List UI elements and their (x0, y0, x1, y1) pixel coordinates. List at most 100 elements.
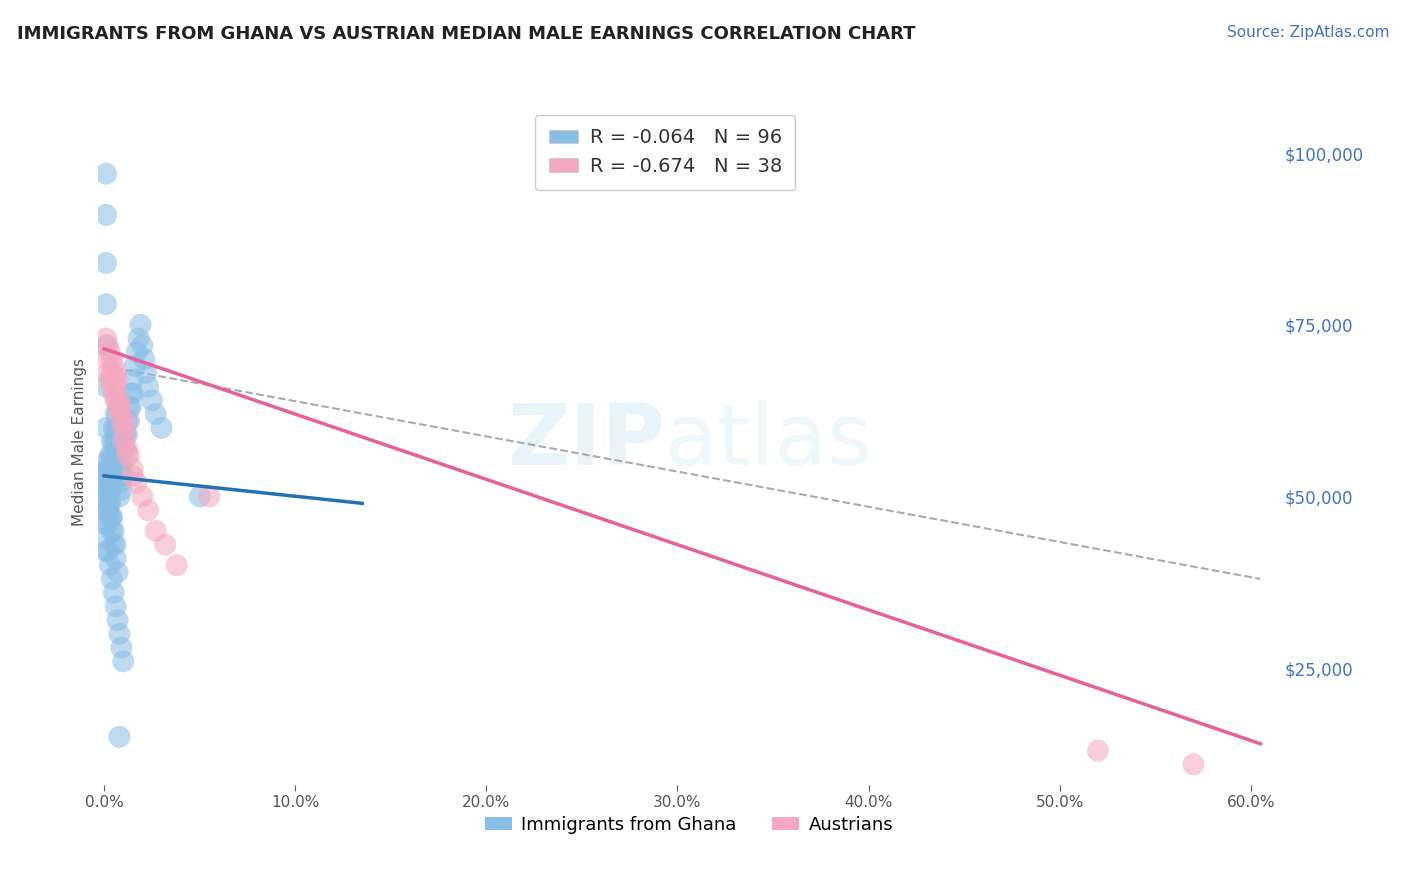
Point (97, 366, 120, 380)
Point (98, 345, 121, 359)
Point (128, 331, 150, 345)
Point (155, 537, 177, 551)
Point (110, 640, 132, 655)
Point (107, 373, 129, 387)
Point (101, 366, 124, 380)
Point (120, 400, 142, 414)
Point (97, 338, 120, 352)
Point (121, 373, 143, 387)
Point (104, 379, 127, 393)
Point (98, 448, 121, 462)
Point (101, 379, 124, 393)
Point (104, 551, 127, 566)
Point (125, 475, 148, 490)
Point (115, 427, 138, 442)
Point (1087, 744, 1109, 758)
Point (115, 442, 138, 456)
Point (108, 407, 131, 421)
Point (98, 496, 121, 510)
Point (103, 524, 125, 538)
Point (134, 352, 156, 367)
Point (101, 448, 124, 462)
Point (115, 448, 138, 462)
Point (135, 366, 157, 380)
Point (112, 654, 135, 668)
Point (121, 469, 143, 483)
Point (136, 503, 159, 517)
Point (98, 558, 121, 573)
Point (98, 510, 121, 524)
Point (110, 400, 132, 414)
Point (98, 483, 121, 497)
Point (112, 455, 135, 469)
Point (108, 393, 131, 408)
Point (108, 627, 131, 641)
Point (103, 434, 125, 449)
Point (112, 434, 135, 449)
Point (107, 400, 129, 414)
Point (101, 510, 124, 524)
Point (107, 565, 129, 579)
Point (107, 421, 129, 435)
Point (112, 469, 135, 483)
Point (94, 516, 117, 531)
Point (108, 730, 131, 744)
Point (101, 462, 124, 476)
Point (120, 386, 142, 401)
Point (103, 359, 125, 373)
Point (97, 503, 120, 517)
Point (94, 352, 117, 367)
Point (94, 455, 117, 469)
Point (118, 400, 141, 414)
Point (101, 572, 124, 586)
Point (141, 393, 163, 408)
Point (94, 167, 117, 181)
Point (97, 490, 120, 504)
Point (104, 448, 127, 462)
Point (104, 599, 127, 614)
Point (1182, 757, 1205, 772)
Point (94, 503, 117, 517)
Point (114, 414, 136, 428)
Point (103, 537, 125, 551)
Point (129, 318, 152, 332)
Point (114, 442, 136, 456)
Point (94, 256, 117, 270)
Point (110, 414, 132, 428)
Point (97, 483, 120, 497)
Point (112, 442, 135, 456)
Point (97, 462, 120, 476)
Point (94, 208, 117, 222)
Point (97, 544, 120, 558)
Point (98, 373, 121, 387)
Point (198, 490, 221, 504)
Text: atlas: atlas (665, 400, 873, 483)
Point (150, 421, 173, 435)
Point (121, 386, 143, 401)
Point (145, 524, 167, 538)
Point (94, 490, 117, 504)
Point (107, 407, 129, 421)
Point (103, 585, 125, 599)
Point (98, 462, 121, 476)
Point (94, 421, 117, 435)
Point (94, 338, 117, 352)
Text: IMMIGRANTS FROM GHANA VS AUSTRIAN MEDIAN MALE EARNINGS CORRELATION CHART: IMMIGRANTS FROM GHANA VS AUSTRIAN MEDIAN… (17, 25, 915, 43)
Point (166, 558, 188, 573)
Point (124, 359, 146, 373)
Point (114, 427, 136, 442)
Point (94, 475, 117, 490)
Point (112, 421, 135, 435)
Point (104, 537, 127, 551)
Point (118, 414, 141, 428)
Point (101, 352, 124, 367)
Point (103, 386, 125, 401)
Point (121, 462, 143, 476)
Point (108, 475, 131, 490)
Point (98, 496, 121, 510)
Point (94, 544, 117, 558)
Point (94, 297, 117, 311)
Point (94, 503, 117, 517)
Point (114, 427, 136, 442)
Point (103, 462, 125, 476)
